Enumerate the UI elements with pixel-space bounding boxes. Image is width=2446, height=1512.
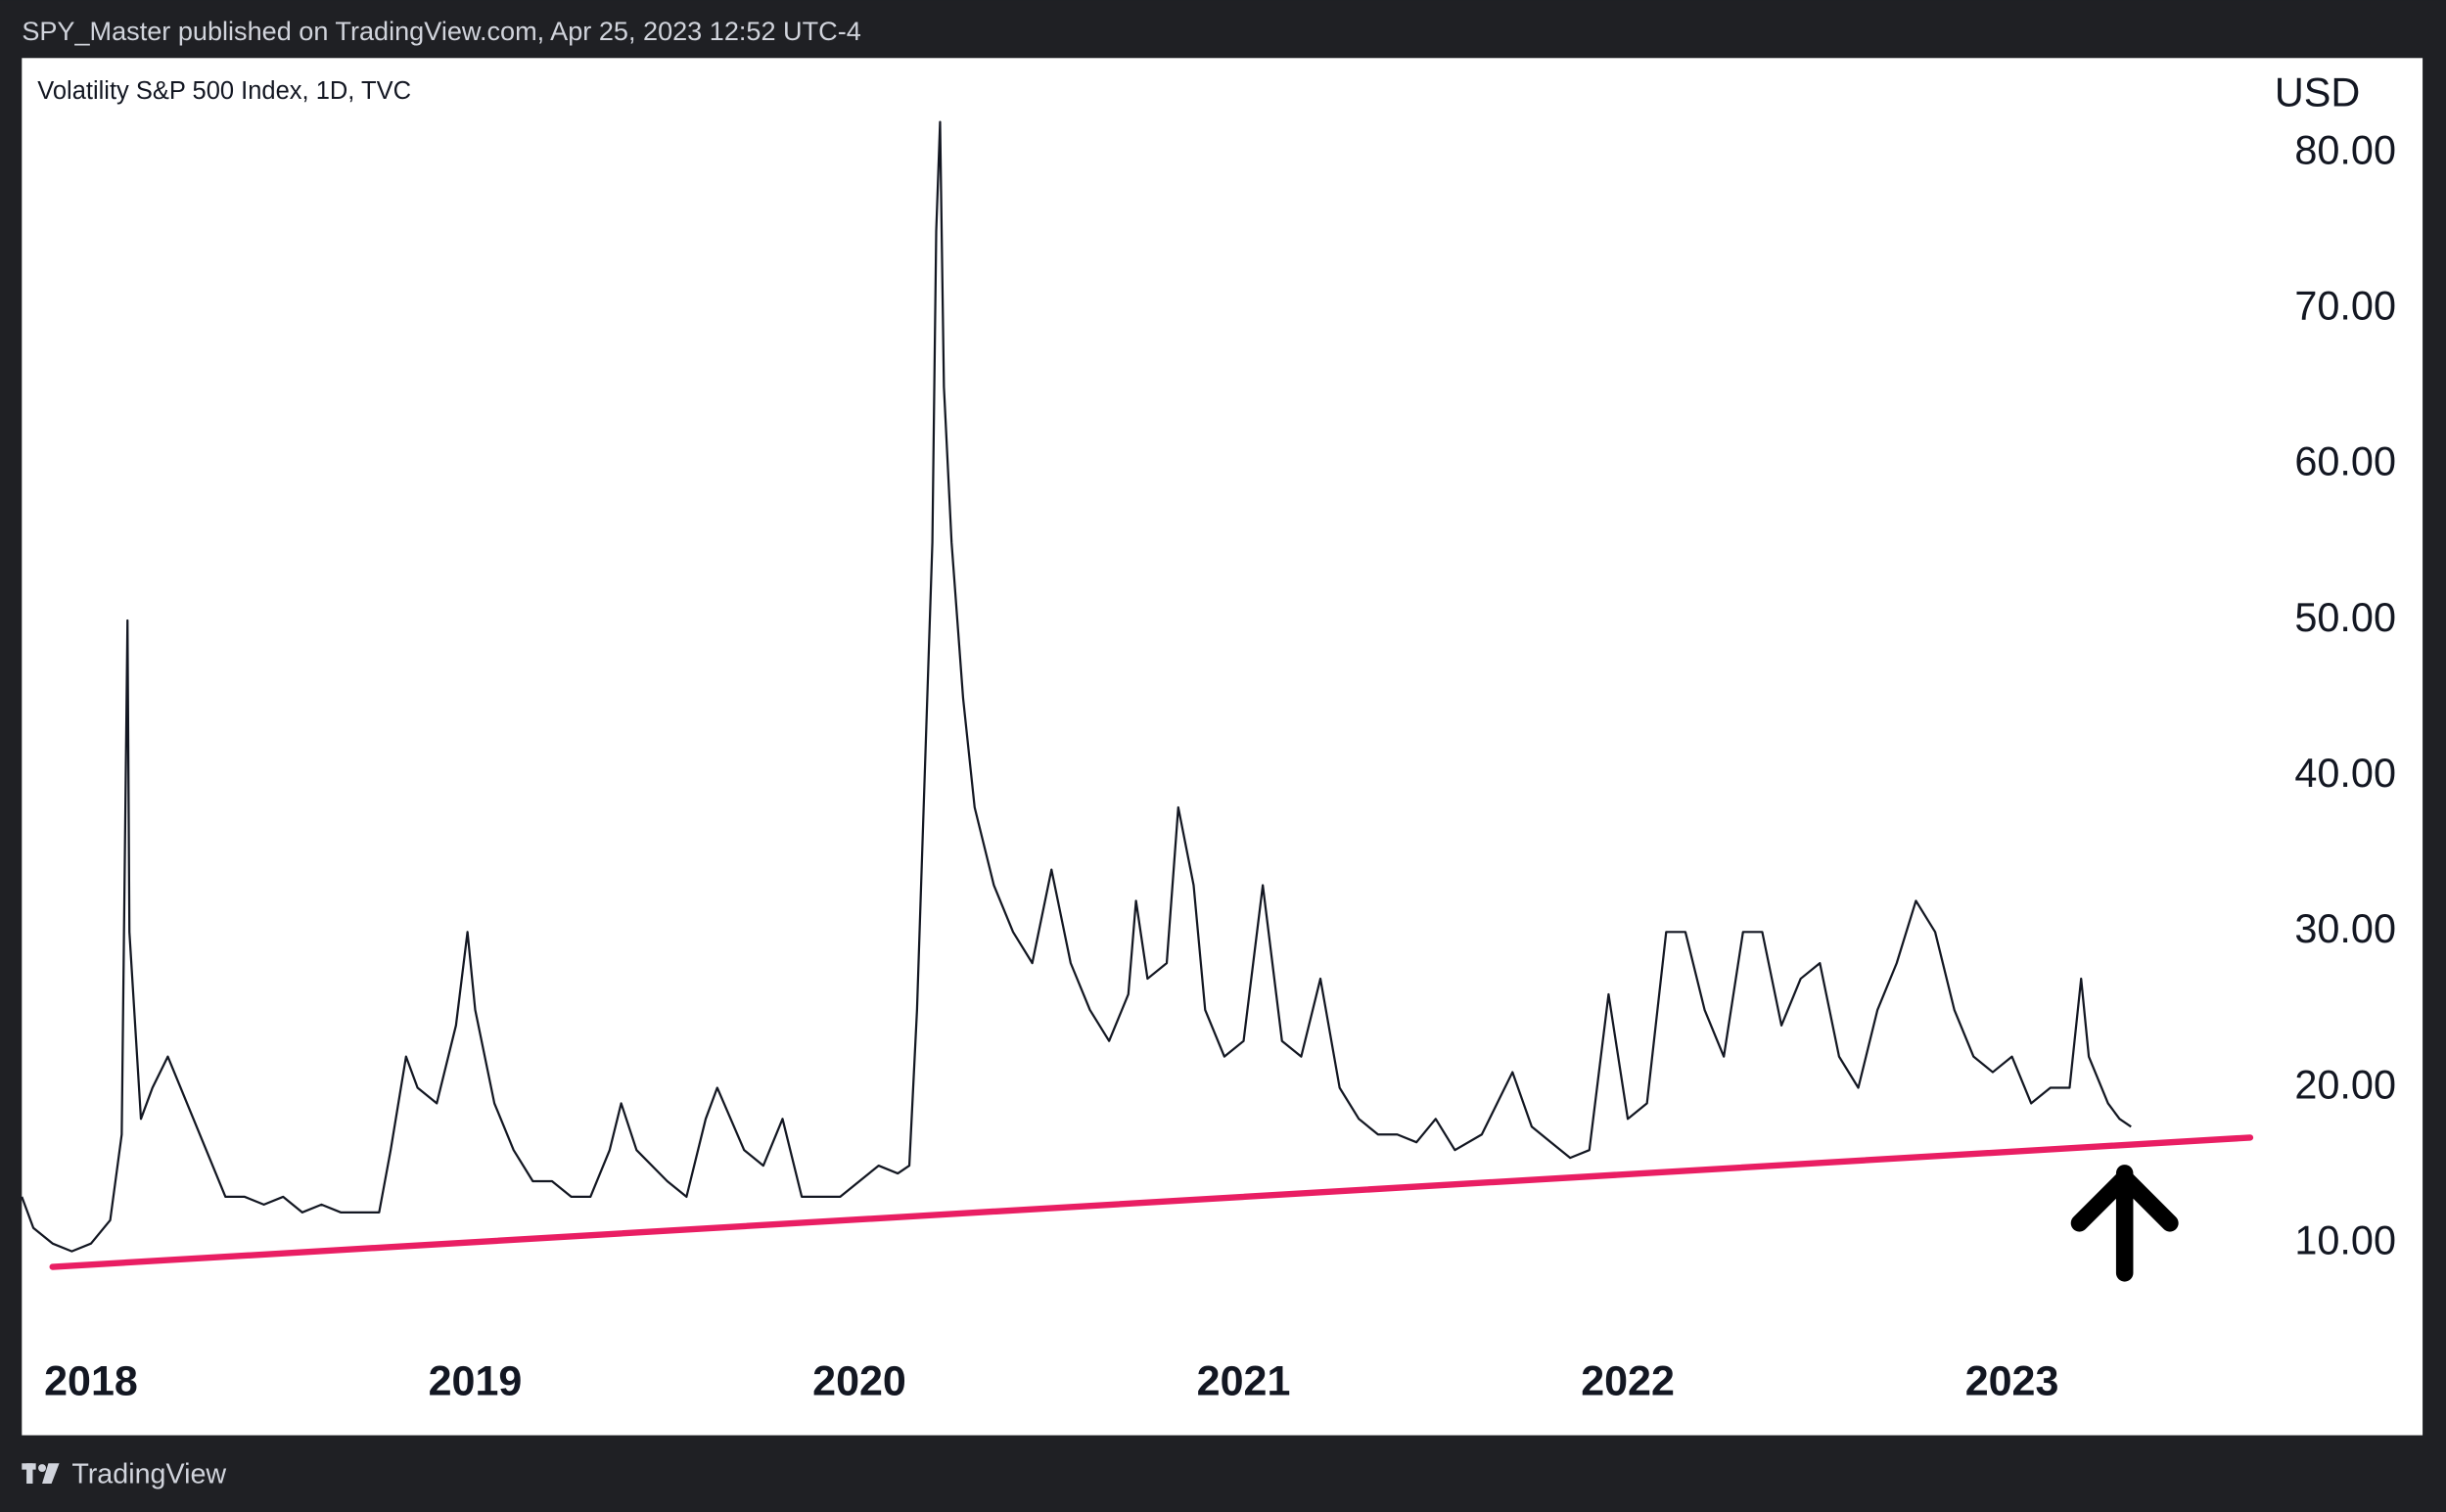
- logo-shape: [38, 1464, 47, 1473]
- y-tick-label: 10.00: [2294, 1217, 2396, 1263]
- x-tick-label: 2020: [812, 1357, 906, 1404]
- x-tick-label: 2021: [1197, 1357, 1291, 1404]
- x-tick-label: 2022: [1581, 1357, 1675, 1404]
- y-tick-label: 60.00: [2294, 438, 2396, 484]
- chart-title: Volatility S&P 500 Index, 1D, TVC: [37, 77, 411, 105]
- x-tick-label: 2019: [429, 1357, 523, 1404]
- logo-shape: [42, 1463, 60, 1484]
- price-line: [21, 120, 2132, 1253]
- logo: [22, 1463, 60, 1484]
- y-tick-label: 80.00: [2294, 126, 2396, 172]
- x-tick-label: 2023: [1965, 1357, 2059, 1404]
- trend-line: [49, 1134, 2254, 1270]
- footer-brand: TradingView: [71, 1459, 226, 1490]
- y-tick-label: 50.00: [2294, 594, 2396, 640]
- header: SPY_Master published on TradingView.com,…: [22, 16, 860, 46]
- y-tick-label: 20.00: [2294, 1061, 2396, 1107]
- axis-unit: USD: [2275, 69, 2360, 115]
- plot-area: [22, 58, 2423, 1436]
- logo-shape: [26, 1463, 33, 1484]
- x-tick-label: 2018: [44, 1357, 138, 1404]
- y-tick-label: 30.00: [2294, 905, 2396, 951]
- arrow: [2070, 1165, 2179, 1282]
- y-tick-label: 40.00: [2294, 750, 2396, 796]
- y-tick-label: 70.00: [2294, 283, 2396, 329]
